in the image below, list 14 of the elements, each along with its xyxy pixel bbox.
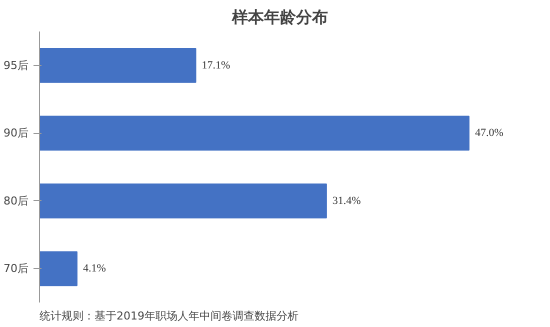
y-tick-label: 90后 [4, 126, 29, 140]
data-label: 47.0% [474, 127, 504, 140]
data-label: 4.1% [82, 262, 106, 275]
y-tick-label: 95后 [4, 58, 29, 72]
bar [40, 48, 196, 83]
bar [40, 183, 327, 218]
data-label: 31.4% [332, 194, 361, 207]
y-tick-label: 70后 [4, 262, 29, 276]
bar [40, 251, 78, 286]
data-label: 17.1% [202, 59, 230, 72]
text: 统计规则：基于2019年职场人年中间卷调查数据分析 [40, 310, 298, 322]
bar [40, 116, 470, 151]
y-tick-label: 80后 [4, 194, 29, 208]
chart-title: 样本年龄分布 [231, 8, 328, 26]
